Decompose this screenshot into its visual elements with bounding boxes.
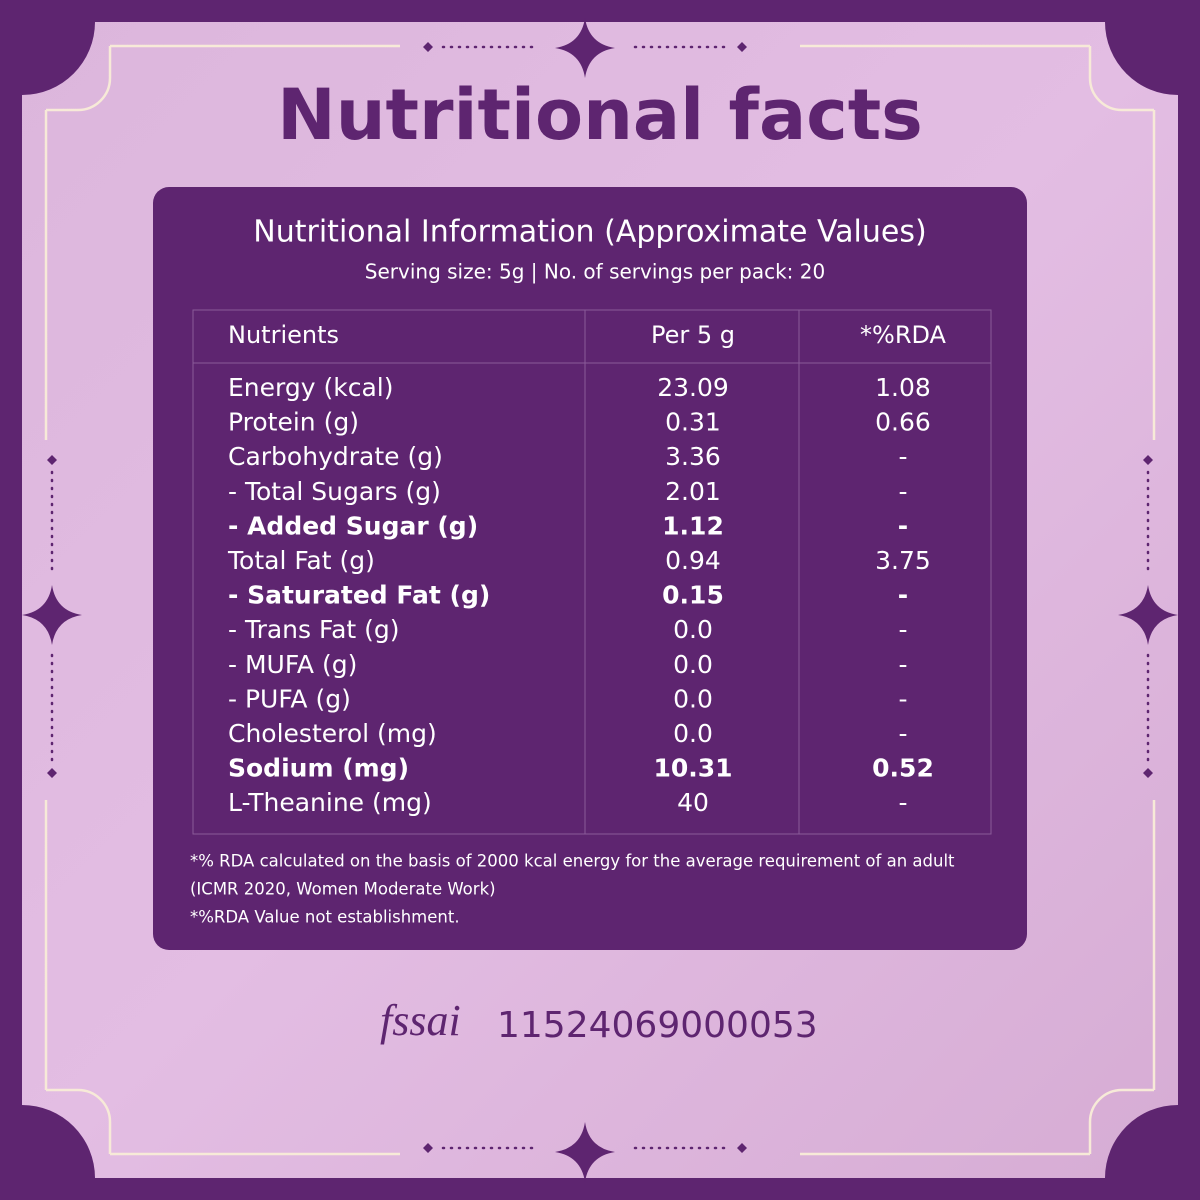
table-cell: 1.08 bbox=[875, 373, 931, 402]
panel-heading: Nutritional Information (Approximate Val… bbox=[253, 215, 926, 250]
table-grid bbox=[192, 309, 992, 835]
column-header: Per 5 g bbox=[651, 321, 735, 349]
note: (ICMR 2020, Women Moderate Work) bbox=[190, 880, 496, 899]
fssai-logo: fssai bbox=[380, 996, 461, 1045]
table-cell: 0.0 bbox=[673, 719, 713, 748]
table-cell: 3.36 bbox=[665, 442, 721, 471]
table-cell: 10.31 bbox=[653, 754, 732, 783]
license-number: 11524069000053 bbox=[497, 1005, 818, 1046]
table-cell: 40 bbox=[677, 788, 709, 817]
table-cell: 0.66 bbox=[875, 408, 931, 437]
panel bbox=[153, 187, 1027, 950]
column-header: Nutrients bbox=[228, 321, 339, 349]
note: *%RDA Value not establishment. bbox=[190, 908, 460, 927]
table-cell: Total Fat (g) bbox=[227, 546, 375, 575]
table-cell: - bbox=[898, 511, 908, 540]
table-cell: - bbox=[898, 477, 907, 506]
table-cell: - bbox=[898, 788, 907, 817]
table-cell: 1.12 bbox=[662, 511, 724, 540]
table-cell: - MUFA (g) bbox=[228, 650, 357, 679]
table-cell: - Total Sugars (g) bbox=[228, 477, 441, 506]
table-cell: - bbox=[898, 719, 907, 748]
table-cell: - bbox=[898, 615, 907, 644]
corner-leaves bbox=[22, 22, 1178, 1178]
table-cell: L-Theanine (mg) bbox=[228, 788, 432, 817]
table-cell: - bbox=[898, 581, 908, 610]
note: *% RDA calculated on the basis of 2000 k… bbox=[190, 852, 955, 871]
table-cell: 0.94 bbox=[665, 546, 721, 575]
column-header: *%RDA bbox=[860, 321, 947, 349]
table-cell: Carbohydrate (g) bbox=[228, 442, 443, 471]
table-cell: - Trans Fat (g) bbox=[228, 615, 400, 644]
table-cell: Sodium (mg) bbox=[228, 754, 409, 783]
table-cell: 0.15 bbox=[662, 581, 724, 610]
table-cell: Energy (kcal) bbox=[228, 373, 393, 402]
panel-subheading: Serving size: 5g | No. of servings per p… bbox=[365, 260, 825, 284]
table-cell: 23.09 bbox=[657, 373, 729, 402]
title: Nutritional facts bbox=[277, 74, 923, 156]
table-cell: 2.01 bbox=[665, 477, 721, 506]
table-cell: 0.0 bbox=[673, 650, 713, 679]
table-cell: 3.75 bbox=[875, 546, 931, 575]
table-cell: 0.0 bbox=[673, 684, 713, 713]
table-cell: - bbox=[898, 650, 907, 679]
table-cell: - PUFA (g) bbox=[228, 684, 351, 713]
table-cell: Protein (g) bbox=[228, 408, 359, 437]
table-cell: 0.31 bbox=[665, 408, 721, 437]
table-cell: Cholesterol (mg) bbox=[228, 719, 437, 748]
notes: *% RDA calculated on the basis of 2000 k… bbox=[190, 852, 955, 927]
table-cell: - bbox=[898, 442, 907, 471]
table: Nutrients Per 5 g *%RDA Energy (kcal) 23.09 1… bbox=[227, 321, 947, 817]
table-cell: 0.0 bbox=[673, 615, 713, 644]
frame bbox=[44, 44, 1156, 1156]
table-cell: - Added Sugar (g) bbox=[228, 511, 478, 540]
table-cell: - Saturated Fat (g) bbox=[228, 581, 490, 610]
table-cell: 0.52 bbox=[872, 754, 934, 783]
table-cell: - bbox=[898, 684, 907, 713]
